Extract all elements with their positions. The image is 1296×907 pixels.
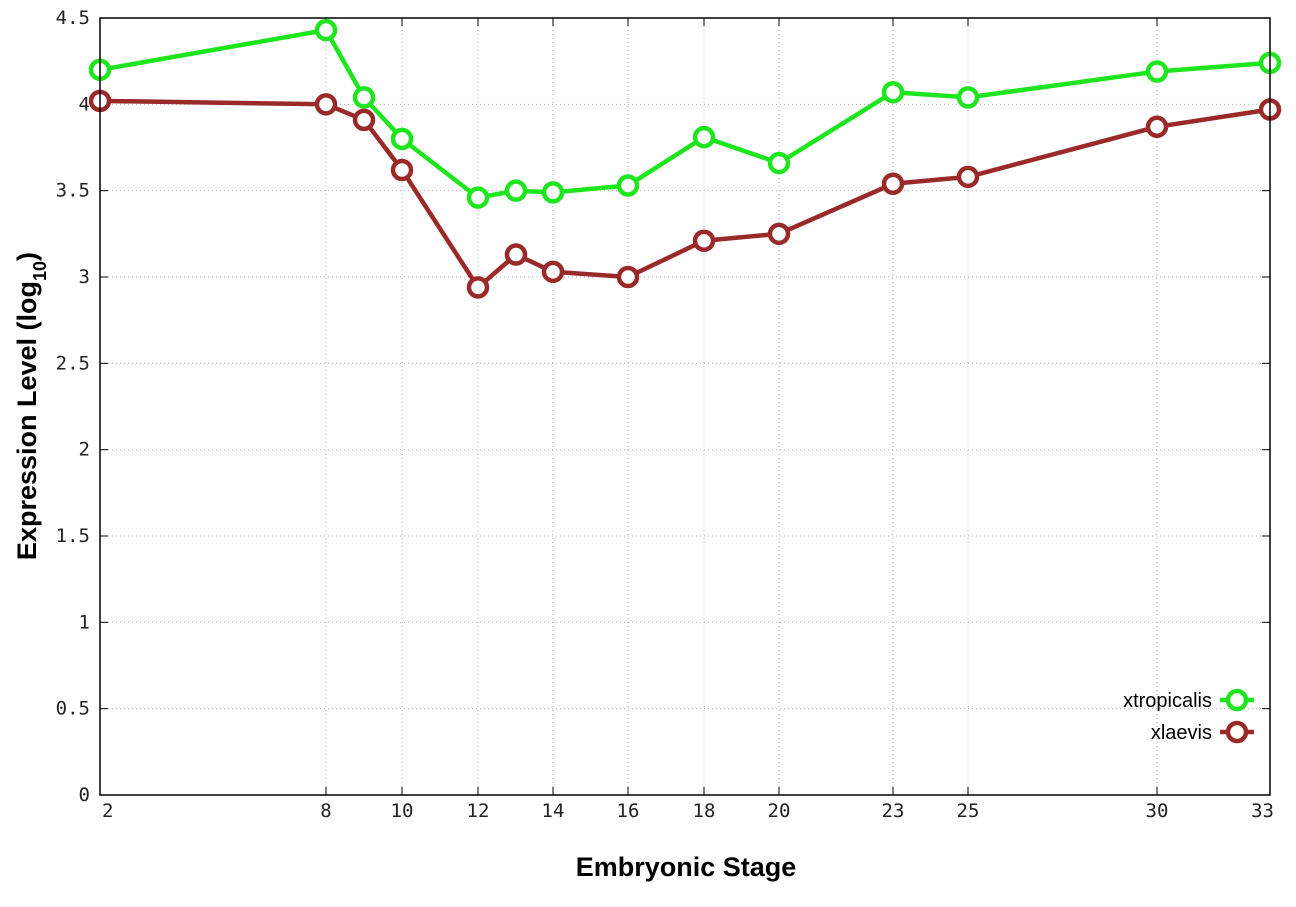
data-point-xlaevis bbox=[1145, 115, 1169, 139]
data-point-xlaevis bbox=[881, 172, 905, 196]
y-axis-title-suffix: ) bbox=[12, 252, 42, 261]
y-tick-label: 0 bbox=[79, 784, 90, 806]
data-point-xtropicalis bbox=[541, 181, 565, 204]
x-axis: 2 8 10 12 14 16 18 20 23 25 30 33 bbox=[99, 18, 1274, 822]
legend-label-xtropicalis: xtropicalis bbox=[1123, 690, 1212, 712]
data-point-xtropicalis bbox=[314, 18, 338, 42]
data-point-xtropicalis bbox=[956, 86, 980, 109]
legend-label-xlaevis: xlaevis bbox=[1151, 722, 1212, 744]
data-point-xtropicalis bbox=[881, 80, 905, 104]
data-point-xtropicalis bbox=[352, 86, 376, 109]
y-axis-title-text: Expression Level (log bbox=[12, 281, 42, 560]
data-point-xlaevis bbox=[956, 165, 980, 189]
x-tick-label: 30 bbox=[1146, 800, 1169, 822]
data-point-xtropicalis bbox=[767, 151, 791, 175]
x-tick-label: 20 bbox=[768, 800, 791, 822]
series-layer bbox=[88, 18, 1282, 299]
x-tick-label: 10 bbox=[391, 800, 414, 822]
y-tick-label: 2 bbox=[79, 439, 90, 461]
y-tick-label: 3.5 bbox=[56, 180, 90, 202]
series-line-xtropicalis bbox=[99, 27, 1271, 200]
legend-marker-xlaevis bbox=[1225, 720, 1249, 744]
x-tick-label: 23 bbox=[882, 800, 905, 822]
data-point-xtropicalis bbox=[1145, 60, 1169, 83]
y-tick-label: 2.5 bbox=[56, 352, 90, 374]
series-xlaevis bbox=[88, 89, 1282, 299]
y-tick-label: 4 bbox=[79, 93, 90, 115]
x-tick-label: 12 bbox=[467, 800, 490, 822]
data-point-xlaevis bbox=[352, 108, 376, 132]
x-tick-label: 16 bbox=[617, 800, 640, 822]
data-point-xlaevis bbox=[616, 265, 640, 289]
plot-frame bbox=[99, 17, 1271, 796]
x-axis-title: Embryonic Stage bbox=[576, 852, 797, 882]
y-axis: 0 0.5 1 1.5 2 2.5 3 3.5 4 4.5 bbox=[56, 7, 1270, 806]
y-tick-label: 1.5 bbox=[56, 525, 90, 547]
data-point-xlaevis bbox=[504, 243, 528, 266]
y-axis-title-subscript: 10 bbox=[30, 261, 50, 281]
data-point-xtropicalis bbox=[390, 127, 414, 151]
grid bbox=[100, 18, 1270, 795]
x-tick-label: 18 bbox=[693, 800, 716, 822]
data-point-xlaevis bbox=[314, 93, 338, 116]
x-tick-label: 14 bbox=[542, 800, 565, 822]
legend-marker-xtropicalis bbox=[1225, 688, 1249, 712]
x-tick-label: 2 bbox=[102, 800, 113, 822]
data-point-xtropicalis bbox=[692, 125, 716, 149]
x-tick-label: 8 bbox=[320, 800, 331, 822]
y-tick-label: 4.5 bbox=[56, 7, 90, 29]
legend: xtropicalis xlaevis bbox=[1123, 688, 1254, 744]
series-line-xlaevis bbox=[99, 98, 1271, 290]
data-point-xtropicalis bbox=[616, 174, 640, 197]
data-point-xlaevis bbox=[541, 260, 565, 284]
series-xtropicalis bbox=[88, 18, 1282, 209]
x-tick-label: 25 bbox=[957, 800, 980, 822]
data-point-xlaevis bbox=[466, 276, 490, 299]
y-tick-label: 0.5 bbox=[56, 698, 90, 720]
data-point-xlaevis bbox=[390, 158, 414, 182]
data-point-xtropicalis bbox=[504, 179, 528, 202]
data-point-xlaevis bbox=[767, 222, 791, 246]
y-tick-label: 3 bbox=[79, 266, 90, 288]
y-axis-title: Expression Level (log10) bbox=[12, 252, 50, 560]
x-tick-label: 33 bbox=[1251, 800, 1274, 822]
data-point-xtropicalis bbox=[466, 186, 490, 209]
data-point-xlaevis bbox=[692, 229, 716, 252]
y-tick-label: 1 bbox=[79, 611, 90, 633]
